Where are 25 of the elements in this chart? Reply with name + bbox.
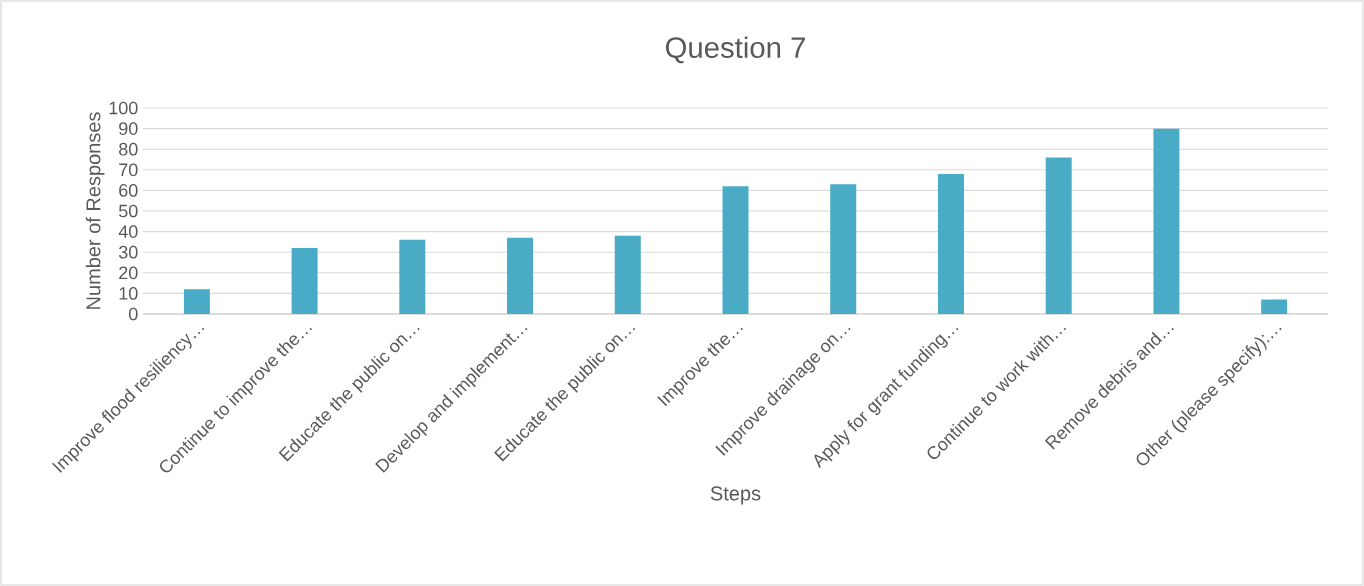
- bar: [291, 248, 318, 314]
- y-tick-label: 0: [128, 307, 138, 321]
- y-tick-label: 10: [119, 287, 138, 300]
- bar: [722, 186, 749, 314]
- chart-title: Question 7: [665, 36, 805, 64]
- bar: [399, 239, 426, 314]
- bar: [1045, 157, 1072, 314]
- bar: [1153, 128, 1180, 314]
- y-tick-label: 20: [119, 266, 138, 280]
- y-tick-label: 60: [119, 184, 138, 197]
- y-tick-label: 40: [118, 225, 138, 238]
- x-axis-title: Steps: [710, 486, 761, 505]
- bar: [937, 173, 964, 314]
- y-tick-label: 80: [119, 142, 138, 156]
- y-axis-title: Number of Responses: [85, 112, 105, 309]
- bar: [614, 235, 641, 314]
- y-tick-label: 90: [119, 122, 138, 135]
- y-tick-label: 70: [119, 163, 138, 177]
- bar: [830, 184, 857, 314]
- bar: [1261, 299, 1288, 314]
- y-tick-label: 50: [118, 204, 138, 218]
- bar: [507, 237, 534, 314]
- y-tick-label: 30: [118, 245, 138, 259]
- bar: [183, 289, 210, 314]
- y-tick-label: 100: [109, 101, 138, 115]
